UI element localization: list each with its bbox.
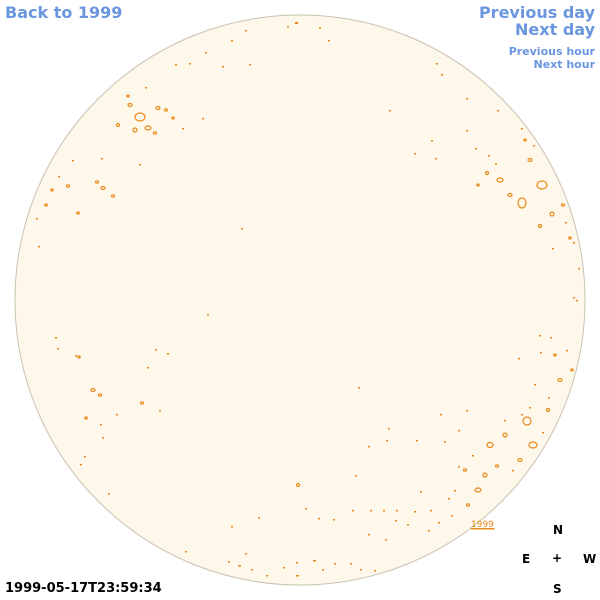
solar-disk (14, 14, 586, 586)
compass-center: + (552, 551, 563, 565)
next-hour-link[interactable]: Next hour (533, 58, 596, 71)
observation-timestamp: 1999-05-17T23:59:34 (5, 581, 162, 596)
region-lower-left (77, 355, 145, 420)
region-right (476, 138, 572, 240)
region-lower-right (295, 353, 574, 507)
back-to-year-link[interactable]: Back to 1999 (5, 3, 123, 22)
previous-hour-link[interactable]: Previous hour (508, 45, 595, 58)
compass-south: S (553, 582, 562, 596)
scattered-features (36, 22, 580, 577)
region-left (44, 180, 116, 215)
region-upper-left (115, 94, 175, 135)
compass-north: N (553, 523, 564, 537)
compass-east: E (522, 552, 531, 566)
next-day-link[interactable]: Next day (515, 20, 595, 39)
year-tag[interactable]: 1999 (471, 520, 494, 530)
active-regions (44, 94, 574, 507)
compass-west: W (583, 552, 597, 566)
previous-day-link[interactable]: Previous day (478, 3, 595, 22)
